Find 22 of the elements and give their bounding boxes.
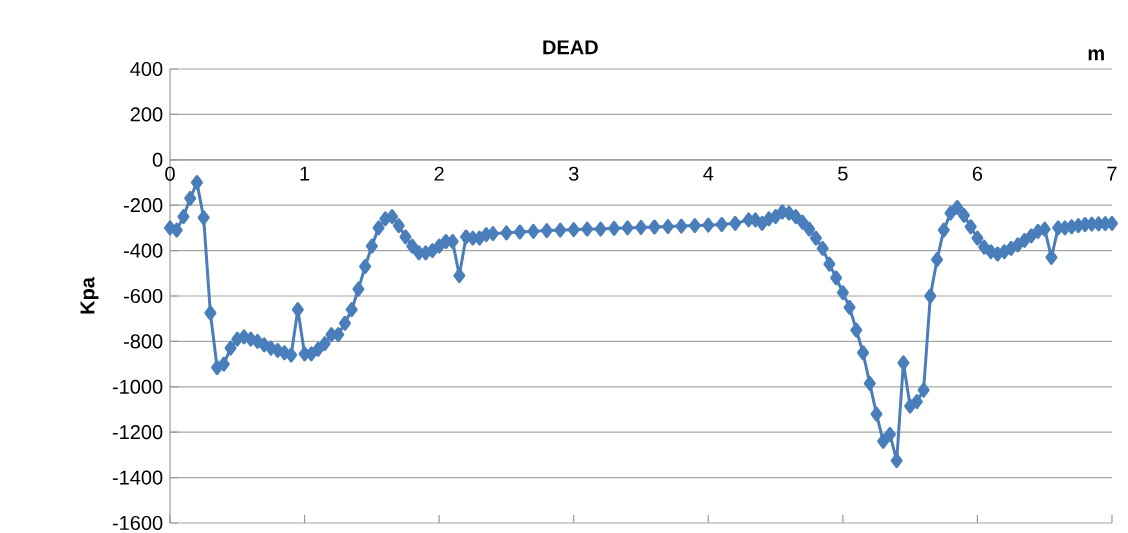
y-tick-label: 400	[130, 61, 163, 77]
x-tick-label: 0	[165, 166, 175, 181]
y-tick-label: -200	[124, 198, 163, 213]
x-axis-title: m	[1088, 49, 1104, 61]
y-axis-title: Kpa	[80, 276, 99, 314]
y-tick-label: 0	[152, 152, 163, 167]
x-tick-label: 1	[300, 166, 310, 181]
y-tick-label: 200	[130, 107, 163, 122]
x-tick-label: 5	[838, 166, 848, 181]
y-tick-label: -600	[124, 288, 163, 304]
y-tick-label: -1400	[112, 470, 163, 485]
x-tick-label: 4	[703, 166, 714, 181]
x-tick-label: 7	[1107, 166, 1117, 181]
x-tick-label: 3	[568, 166, 579, 181]
y-tick-label: -1000	[112, 379, 163, 394]
chart-title: DEAD	[543, 40, 598, 55]
y-tick-label: -1200	[112, 425, 163, 440]
x-tick-label: 6	[972, 166, 983, 181]
y-tick-label: -1600	[112, 515, 163, 531]
y-tick-label: -400	[124, 243, 163, 258]
y-tick-label: -800	[124, 334, 163, 349]
x-tick-label: 2	[434, 166, 444, 181]
